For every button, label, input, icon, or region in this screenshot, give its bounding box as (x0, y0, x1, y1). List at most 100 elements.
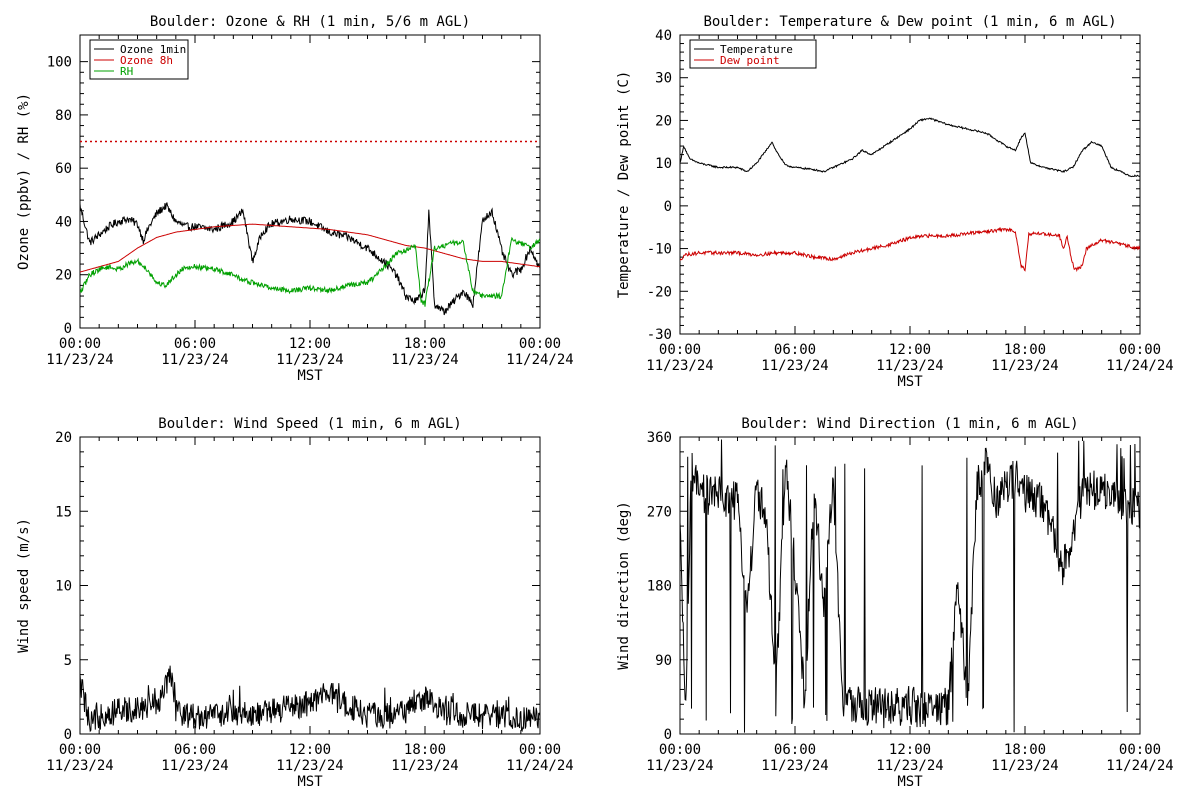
series-line-wind_dir (680, 439, 1140, 733)
x-axis-label: MST (297, 774, 323, 790)
series-line-temperature (680, 117, 1140, 178)
y-tick-label: -10 (647, 242, 672, 258)
series-line-ozone-8h (80, 223, 540, 273)
x-tick-time-label: 18:00 (1004, 342, 1046, 358)
x-tick-time-label: 06:00 (174, 336, 216, 352)
wind_speed-chart: Boulder: Wind Speed (1 min, 6 m AGL) 0 5 10… (16, 416, 574, 790)
x-tick-time-label: 18:00 (404, 336, 446, 352)
series-group (680, 439, 1140, 733)
x-tick-time-label: 06:00 (774, 342, 816, 358)
series-group (680, 117, 1140, 273)
x-tick-date-label: 11/23/24 (276, 758, 343, 774)
x-tick-time-label: 00:00 (1119, 742, 1161, 758)
x-tick-date-label: 11/24/24 (1106, 758, 1173, 774)
y-tick-label: 100 (47, 55, 72, 71)
y-tick-label: 15 (55, 504, 72, 520)
legend-label: Temperature (720, 43, 793, 56)
y-tick-label: -30 (647, 327, 672, 343)
y-axis-label: Wind direction (deg) (616, 501, 632, 670)
y-tick-label: 40 (655, 28, 672, 44)
x-tick-time-label: 00:00 (1119, 342, 1161, 358)
x-tick-time-label: 12:00 (889, 742, 931, 758)
x-tick-date-label: 11/23/24 (276, 352, 343, 368)
series-group (80, 202, 540, 316)
y-tick-label: 0 (664, 199, 672, 215)
y-tick-label: 20 (55, 430, 72, 446)
x-tick-time-label: 12:00 (289, 336, 331, 352)
chart-title: Boulder: Wind Speed (1 min, 6 m AGL) (158, 416, 461, 432)
chart-title: Boulder: Temperature & Dew point (1 min,… (703, 14, 1116, 30)
y-tick-label: 10 (55, 579, 72, 595)
y-tick-label: 0 (64, 727, 72, 743)
y-tick-label: 0 (664, 727, 672, 743)
x-tick-time-label: 00:00 (59, 742, 101, 758)
x-tick-date-label: 11/23/24 (761, 758, 828, 774)
y-tick-label: 360 (647, 430, 672, 446)
x-tick-time-label: 00:00 (659, 342, 701, 358)
y-tick-label: 10 (655, 156, 672, 172)
ozone_rh-chart: Boulder: Ozone & RH (1 min, 5/6 m AGL) 0 2… (16, 14, 574, 384)
series-group (80, 665, 540, 733)
x-tick-time-label: 12:00 (889, 342, 931, 358)
y-axis-label: Temperature / Dew point (C) (616, 71, 632, 299)
x-tick-date-label: 11/23/24 (46, 758, 113, 774)
y-tick-label: 90 (655, 653, 672, 669)
series-line-rh (80, 236, 540, 307)
series-line-wind_speed (80, 665, 540, 733)
x-axis-label: MST (897, 374, 923, 390)
x-tick-time-label: 06:00 (774, 742, 816, 758)
x-tick-date-label: 11/23/24 (991, 758, 1058, 774)
x-tick-time-label: 18:00 (1004, 742, 1046, 758)
x-tick-date-label: 11/23/24 (761, 358, 828, 374)
y-axis-label: Wind speed (m/s) (16, 518, 32, 653)
legend-box (689, 39, 817, 69)
x-tick-time-label: 00:00 (519, 742, 561, 758)
x-tick-time-label: 12:00 (289, 742, 331, 758)
x-axis-label: MST (297, 368, 323, 384)
y-tick-label: 80 (55, 108, 72, 124)
x-tick-time-label: 06:00 (174, 742, 216, 758)
x-tick-date-label: 11/24/24 (1106, 358, 1173, 374)
y-tick-label: 40 (55, 214, 72, 230)
legend-label: RH (120, 65, 133, 78)
x-tick-date-label: 11/23/24 (646, 358, 713, 374)
y-tick-label: 20 (55, 268, 72, 284)
x-tick-time-label: 18:00 (404, 742, 446, 758)
legend-label: Dew point (720, 54, 780, 67)
y-axis-label: Ozone (ppbv) / RH (%) (16, 93, 32, 270)
x-tick-date-label: 11/23/24 (876, 758, 943, 774)
temp_dew-chart: Boulder: Temperature & Dew point (1 min,… (616, 14, 1174, 390)
y-tick-label: 0 (64, 321, 72, 337)
x-tick-date-label: 11/23/24 (991, 358, 1058, 374)
x-axis-label: MST (897, 774, 923, 790)
x-tick-date-label: 11/24/24 (506, 352, 573, 368)
y-tick-label: 180 (647, 579, 672, 595)
x-tick-date-label: 11/23/24 (46, 352, 113, 368)
chart-title: Boulder: Wind Direction (1 min, 6 m AGL) (741, 416, 1078, 432)
y-tick-label: 20 (655, 113, 672, 129)
y-tick-label: -20 (647, 284, 672, 300)
y-tick-label: 30 (655, 71, 672, 87)
x-tick-time-label: 00:00 (519, 336, 561, 352)
x-tick-date-label: 11/24/24 (506, 758, 573, 774)
x-tick-time-label: 00:00 (659, 742, 701, 758)
wind_dir-chart: Boulder: Wind Direction (1 min, 6 m AGL)… (616, 416, 1174, 790)
x-tick-date-label: 11/23/24 (646, 758, 713, 774)
chart-title: Boulder: Ozone & RH (1 min, 5/6 m AGL) (150, 14, 470, 30)
y-tick-label: 60 (55, 161, 72, 177)
x-tick-date-label: 11/23/24 (391, 758, 458, 774)
series-line-ozone-1min (80, 202, 540, 316)
plot-frame (679, 34, 1141, 335)
x-tick-time-label: 00:00 (59, 336, 101, 352)
series-line-dew-point (680, 226, 1140, 273)
legend-label: Ozone 1min (120, 43, 186, 56)
x-tick-date-label: 11/23/24 (161, 352, 228, 368)
y-tick-label: 270 (647, 504, 672, 520)
x-tick-date-label: 11/23/24 (161, 758, 228, 774)
legend-label: Ozone 8h (120, 54, 173, 67)
y-tick-label: 5 (64, 653, 72, 669)
x-tick-date-label: 11/23/24 (391, 352, 458, 368)
